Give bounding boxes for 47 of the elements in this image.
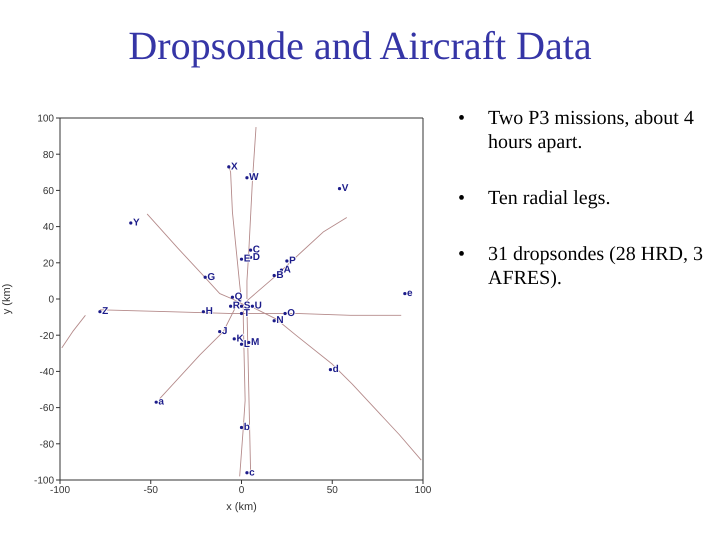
data-label: G <box>207 272 216 283</box>
y-tick-label: -60 <box>40 403 54 414</box>
y-tick-label: -80 <box>40 439 54 450</box>
data-label: A <box>284 264 291 276</box>
data-label: a <box>158 396 164 408</box>
text: • Two P3 missions, about 4 hours apart. <box>458 106 695 154</box>
data-label: U <box>254 300 262 312</box>
data-label: b <box>244 422 250 434</box>
data-label: d <box>332 364 339 376</box>
y-tick-label: -100 <box>34 476 54 487</box>
data-label: W <box>249 172 260 184</box>
x-axis-title: x (km) <box>226 501 257 513</box>
data-label: V <box>342 183 349 194</box>
data-label: P <box>289 255 296 266</box>
data-label: K <box>236 333 244 344</box>
x-tick-label: 100 <box>414 485 432 496</box>
y-tick-label: 60 <box>42 186 54 197</box>
data-label: e <box>407 288 414 300</box>
chart-title: Dropsonde and Aircraft Data <box>127 22 593 70</box>
data-label: L <box>244 338 250 350</box>
data-label: Y <box>132 217 140 228</box>
y-tick-label: 20 <box>42 258 54 270</box>
x-tick-label: -50 <box>144 485 158 496</box>
y-tick-label: 100 <box>37 114 54 125</box>
data-label: Z <box>102 306 108 318</box>
data-label: E <box>244 254 251 265</box>
y-tick-label: 80 <box>42 150 54 161</box>
data-label: Q <box>234 292 243 303</box>
y-tick-label: -40 <box>40 366 54 378</box>
text: • Ten radial legs. <box>458 186 612 210</box>
data-label: B <box>276 270 284 281</box>
data-label: O <box>287 308 296 319</box>
y-tick-label: 40 <box>42 222 54 234</box>
y-axis-title: y (km) <box>0 284 13 314</box>
x-tick-label: 0 <box>238 485 245 496</box>
y-tick-label: -20 <box>40 330 54 342</box>
data-label: N <box>276 315 284 326</box>
data-label: c <box>249 467 256 478</box>
data-label: H <box>206 306 213 318</box>
text: • 31 dropsondes (28 HRD, 3 AFRES). <box>458 242 704 290</box>
data-label: M <box>250 336 260 348</box>
data-label: R <box>232 300 241 312</box>
data-label: X <box>230 161 238 172</box>
x-tick-label: -100 <box>50 485 70 496</box>
data-label: J <box>222 326 228 338</box>
x-tick-label: 50 <box>326 485 338 496</box>
y-tick-label: 0 <box>48 294 54 306</box>
